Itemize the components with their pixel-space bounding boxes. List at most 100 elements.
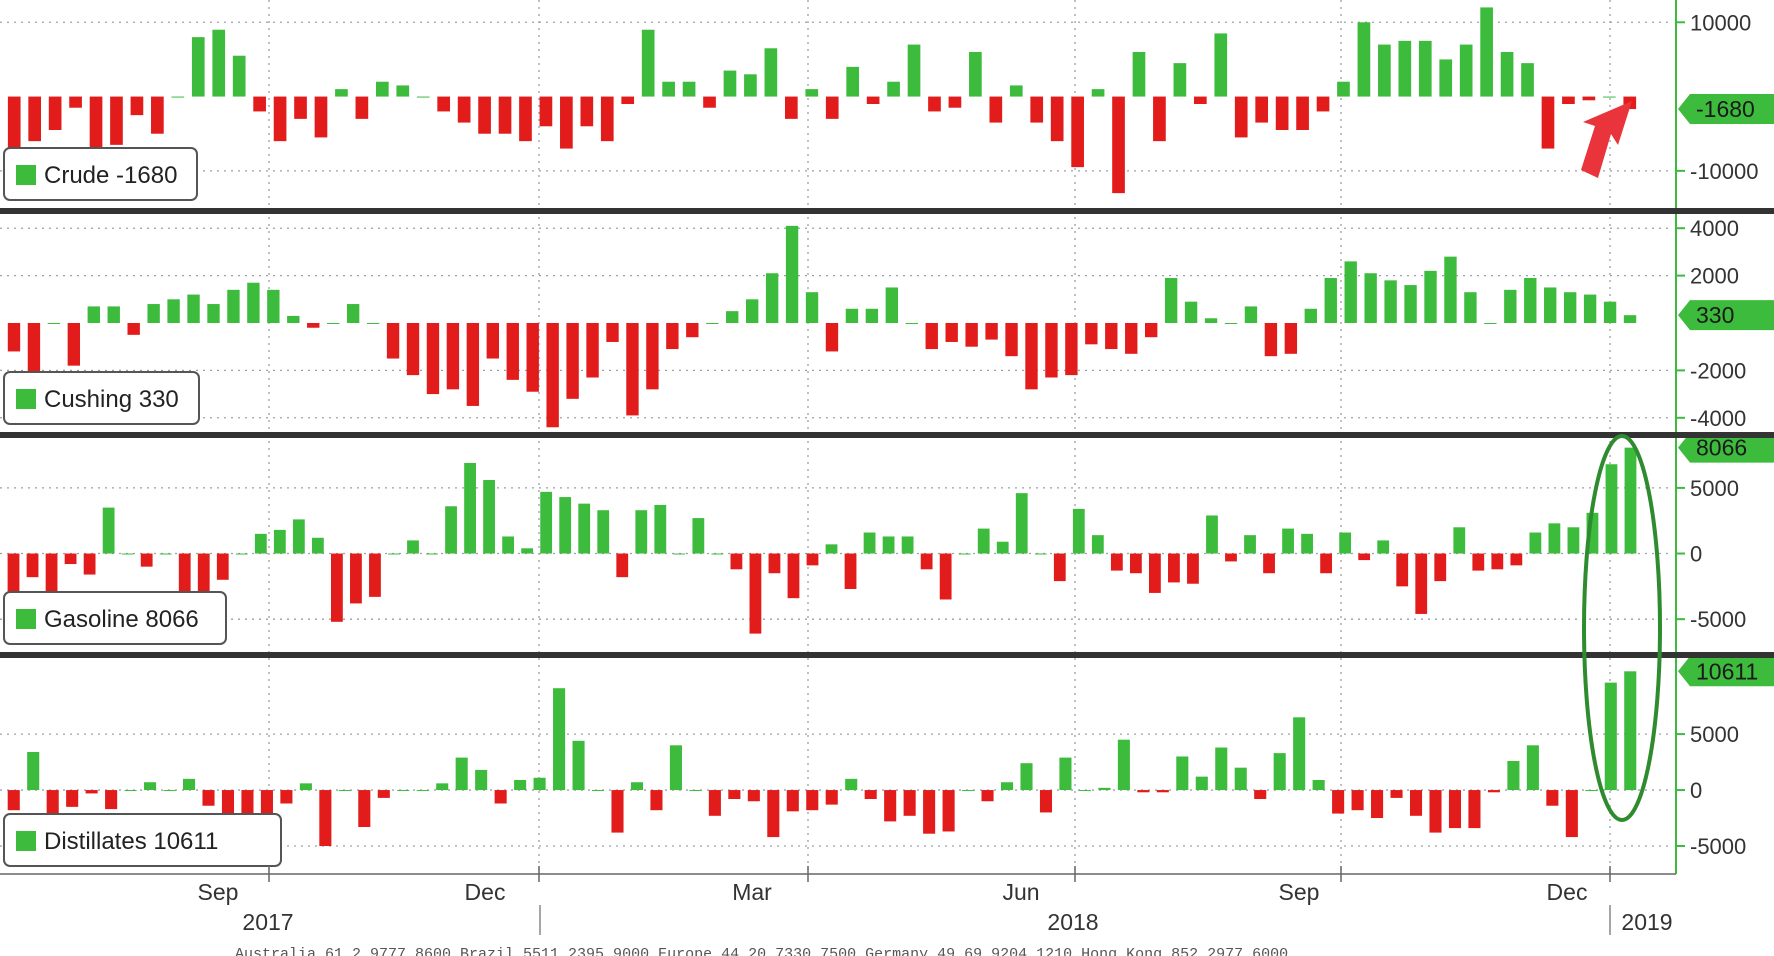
bar bbox=[1604, 682, 1617, 791]
last-value-label: 8066 bbox=[1696, 435, 1747, 461]
bar bbox=[969, 52, 982, 97]
panel-cushing: 4000 2000 -2000 -4000 330 Cushing 330 bbox=[0, 216, 1774, 431]
y-tick-label: -5000 bbox=[1690, 607, 1746, 632]
bar bbox=[1282, 528, 1294, 554]
bar bbox=[768, 553, 781, 574]
bar bbox=[1415, 553, 1428, 614]
bar bbox=[1234, 96, 1248, 138]
bar bbox=[178, 553, 191, 600]
bar bbox=[1091, 535, 1104, 554]
bar bbox=[948, 96, 962, 108]
bar bbox=[445, 506, 457, 554]
bar bbox=[27, 752, 40, 791]
bar bbox=[1337, 81, 1350, 97]
bar bbox=[1444, 256, 1457, 323]
panel-divider-1 bbox=[0, 432, 1774, 438]
last-value-label: -1680 bbox=[1696, 96, 1755, 122]
bar bbox=[692, 518, 705, 554]
bar bbox=[319, 790, 332, 847]
bar bbox=[666, 323, 679, 350]
bar bbox=[1009, 85, 1023, 97]
x-month-label: Sep bbox=[198, 879, 239, 905]
bar bbox=[247, 282, 260, 323]
bar bbox=[66, 790, 79, 807]
legend-label: Distillates 10611 bbox=[44, 828, 218, 855]
bar bbox=[346, 304, 360, 323]
bar bbox=[1065, 323, 1078, 376]
bar bbox=[1312, 779, 1325, 791]
bar bbox=[1472, 553, 1485, 571]
bar bbox=[884, 790, 897, 822]
bar bbox=[338, 790, 351, 792]
bar bbox=[127, 323, 140, 335]
x-year-label: 2019 bbox=[1621, 909, 1672, 935]
bar bbox=[1424, 270, 1437, 323]
bar bbox=[292, 519, 305, 554]
bar bbox=[1263, 553, 1275, 574]
bar bbox=[466, 323, 480, 406]
bar bbox=[182, 778, 196, 791]
last-value-label: 330 bbox=[1696, 302, 1734, 328]
bar bbox=[1105, 323, 1118, 350]
bar bbox=[1164, 277, 1178, 323]
bar bbox=[1296, 96, 1309, 130]
bar bbox=[784, 96, 798, 119]
bar bbox=[1521, 63, 1534, 97]
bar bbox=[1264, 323, 1278, 357]
bar bbox=[7, 323, 21, 352]
bar bbox=[163, 790, 176, 792]
bar bbox=[1605, 464, 1618, 554]
bar bbox=[1357, 22, 1371, 97]
y-tick-label: 0 bbox=[1690, 778, 1702, 803]
bar bbox=[1244, 306, 1258, 323]
bar bbox=[388, 553, 400, 555]
bar bbox=[1030, 96, 1044, 123]
bar bbox=[502, 536, 515, 554]
bar bbox=[1234, 767, 1247, 791]
pointer-arrow-icon bbox=[1581, 101, 1632, 178]
bar bbox=[626, 323, 639, 416]
bar bbox=[553, 688, 566, 791]
bar bbox=[787, 553, 800, 599]
bar bbox=[591, 790, 605, 792]
bar bbox=[521, 548, 534, 554]
bar bbox=[703, 96, 716, 108]
bar bbox=[1563, 292, 1577, 323]
bar bbox=[1398, 40, 1412, 97]
bar bbox=[1507, 760, 1520, 791]
last-value-label: 10611 bbox=[1696, 658, 1758, 684]
bar bbox=[299, 783, 312, 791]
panel-divider-2 bbox=[0, 652, 1774, 658]
bar bbox=[1112, 96, 1125, 194]
bar bbox=[191, 37, 205, 97]
bar bbox=[866, 96, 880, 104]
bar bbox=[597, 510, 610, 554]
bar bbox=[147, 304, 160, 323]
bar bbox=[107, 306, 120, 323]
bar bbox=[7, 790, 20, 811]
bar bbox=[1623, 315, 1637, 323]
bar bbox=[1418, 40, 1432, 97]
bar bbox=[498, 96, 512, 134]
bar bbox=[1293, 717, 1306, 791]
bar bbox=[939, 553, 952, 600]
bar bbox=[1448, 790, 1462, 829]
footer-contact-text: Australia 61 2 9777 8600 Brazil 5511 239… bbox=[235, 946, 1288, 956]
bar bbox=[786, 790, 799, 812]
last-value-badge bbox=[1678, 432, 1774, 463]
bar bbox=[273, 96, 287, 142]
bar bbox=[1351, 790, 1364, 811]
bar bbox=[1244, 535, 1256, 554]
bar bbox=[7, 96, 21, 149]
highlight-ellipse bbox=[1582, 434, 1662, 822]
bar bbox=[1137, 790, 1150, 793]
x-year-label: 2018 bbox=[1047, 909, 1098, 935]
bar bbox=[307, 323, 320, 328]
bar bbox=[437, 96, 451, 112]
bar bbox=[1156, 790, 1169, 793]
bar bbox=[1153, 96, 1166, 142]
bar bbox=[124, 790, 137, 792]
bar bbox=[686, 323, 699, 338]
bar bbox=[494, 790, 507, 804]
